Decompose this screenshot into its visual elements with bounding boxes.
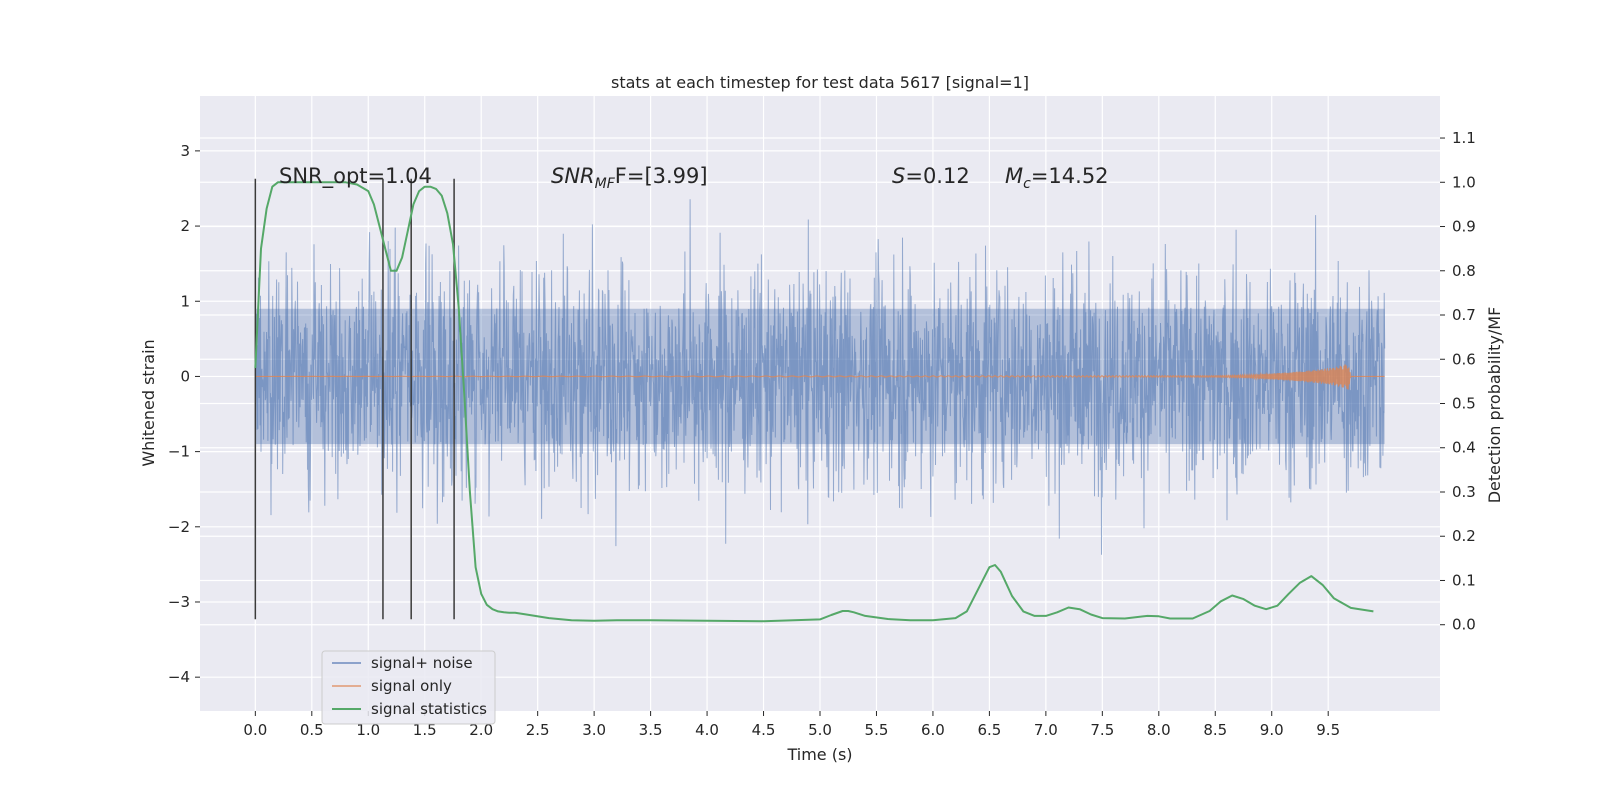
x-tick-label: 2.0 [469,721,493,739]
x-tick-label: 7.5 [1090,721,1114,739]
y-tick-label-right: 0.6 [1452,350,1476,368]
x-tick-label: 3.5 [639,721,663,739]
mc-symbol: M [1005,164,1023,188]
x-tick-label: 9.5 [1316,721,1340,739]
annotation-mc: Mc=14.52 [1005,164,1109,192]
s-value: =0.12 [905,164,969,188]
y-axis-label: Whitened strain [139,339,158,466]
legend-box [321,650,496,725]
y-axis-label-right: Detection probability/MF [1485,307,1504,504]
x-tick-label: 7.0 [1034,721,1058,739]
x-tick-label: 1.0 [356,721,380,739]
y-tick-label-right: 1.1 [1452,129,1476,147]
y-tick-label: 1 [180,292,190,310]
annotation-snr-mf: SNRMFF=[3.99] [551,164,708,192]
signal-statistics-series [254,181,1374,623]
signal-only-line [255,364,1385,390]
y-tick-label: −3 [168,593,190,611]
x-tick-label: 8.5 [1203,721,1227,739]
snr-mf-symbol: SNR [551,164,595,188]
y-tick-label-right: 0.5 [1452,395,1476,413]
legend-label-signal-noise: signal+ noise [371,654,473,672]
x-tick-label: 8.0 [1147,721,1171,739]
signal-only-series [255,364,1385,390]
mc-subscript: c [1023,176,1031,192]
snr-mf-subscript: MF [595,176,616,192]
x-tick-label: 4.5 [752,721,776,739]
y-tick-label-right: 0.9 [1452,218,1476,236]
x-tick-label: 5.0 [808,721,832,739]
annotation-snr-opt: SNR_opt=1.04 [279,164,432,189]
y-tick-label: 3 [180,142,190,160]
signal-statistics-line [254,181,1374,623]
x-tick-label: 6.5 [977,721,1001,739]
snr-mf-value: F=[3.99] [615,164,708,188]
x-tick-label: 0.5 [300,721,324,739]
x-tick-label: 5.5 [865,721,889,739]
x-tick-label: 1.5 [413,721,437,739]
y-tick-label: −2 [168,518,190,536]
x-tick-label: 3.0 [582,721,606,739]
y-tick-label-right: 0.0 [1452,616,1476,634]
y-tick-label-right: 1.0 [1452,173,1476,191]
mc-value: =14.52 [1031,164,1109,188]
x-tick-label: 9.0 [1260,721,1284,739]
legend-label-signal-only: signal only [371,677,452,695]
y-tick-label-right: 0.7 [1452,306,1476,324]
x-ticks: 0.0 0.5 1.0 1.5 2.0 2.5 3.0 3.5 4.0 4.5 5.0 5.5 6.0 6… [243,711,1340,739]
annotation-s: S=0.12 [892,164,970,188]
legend-label-signal-statistics: signal statistics [371,700,487,718]
y-tick-label: 0 [180,367,190,385]
y-tick-label-right: 0.3 [1452,483,1476,501]
y-tick-label: −4 [168,668,190,686]
y-tick-label-right: 0.8 [1452,262,1476,280]
chart-title: stats at each timestep for test data 561… [611,73,1029,92]
x-tick-label: 6.0 [921,721,945,739]
y-tick-label: 2 [180,217,190,235]
y-tick-label-right: 0.2 [1452,527,1476,545]
legend: signal+ noise signal only signal statist… [321,650,496,725]
x-tick-label: 0.0 [243,721,267,739]
x-tick-label: 2.5 [526,721,550,739]
y-tick-label: −1 [168,443,190,461]
y-ticks: 3 2 1 0 −1 −2 −3 −4 [168,142,200,686]
y-tick-label-right: 0.4 [1452,439,1476,457]
x-tick-label: 4.0 [695,721,719,739]
y-ticks-right: 1.1 1.0 0.9 0.8 0.7 0.6 0.5 0.4 0.3 0.2 0.1 0.0 [1440,129,1476,634]
y-tick-label-right: 0.1 [1452,571,1476,589]
x-axis-label: Time (s) [786,745,852,764]
s-symbol: S [892,164,905,188]
